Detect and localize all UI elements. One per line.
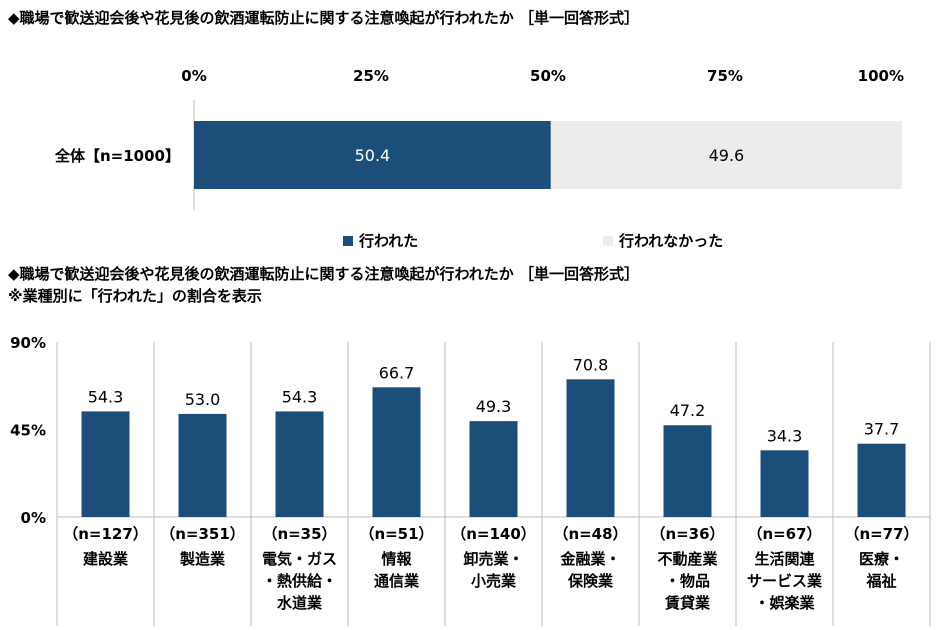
legend-label-done: 行われた xyxy=(359,232,419,250)
category-label: 小売業 xyxy=(471,572,517,590)
x-tick-label: 25% xyxy=(353,67,389,85)
bar xyxy=(566,379,615,517)
n-label: （n=127） xyxy=(63,525,148,543)
legend-item-done: 行われた xyxy=(343,230,418,251)
n-label: （n=67） xyxy=(747,525,821,543)
n-label: （n=48） xyxy=(553,525,627,543)
bar-data-label: 54.3 xyxy=(88,387,124,406)
bar xyxy=(663,425,712,517)
bar-data-label: 49.6 xyxy=(709,146,745,165)
bar xyxy=(857,443,906,517)
y-tick-label: 45% xyxy=(10,422,46,440)
x-tick-label: 75% xyxy=(707,67,743,85)
bar-data-label: 66.7 xyxy=(379,363,415,382)
category-label: 全体【n=1000】 xyxy=(54,147,180,165)
category-label: 医療・ xyxy=(859,550,904,568)
bar xyxy=(81,411,130,517)
category-label: ・物品 xyxy=(665,572,710,590)
x-tick-label: 50% xyxy=(530,67,566,85)
bar xyxy=(275,411,324,517)
category-label: 卸売業・ xyxy=(463,550,523,568)
n-label: （n=77） xyxy=(844,525,918,543)
bar-data-label: 47.2 xyxy=(670,401,706,420)
y-tick-label: 0% xyxy=(21,509,46,527)
bar-data-label: 53.0 xyxy=(185,390,221,409)
bar xyxy=(372,387,421,517)
legend-label-not-done: 行われなかった xyxy=(619,232,724,250)
bar-data-label: 34.3 xyxy=(767,426,803,445)
category-label: 製造業 xyxy=(179,550,226,568)
overall-stacked-bar-chart: 0% 25% 50% 75% 100% 50.4 49.6 全体【n=1000】 xyxy=(54,67,904,210)
n-label: （n=35） xyxy=(262,525,336,543)
category-label: 保険業 xyxy=(567,572,614,590)
category-label: 不動産業 xyxy=(657,550,718,568)
top-chart-title: ◆職場で歓送迎会後や花見後の飲酒運転防止に関する注意喚起が行われたか ［単一回答… xyxy=(8,9,640,27)
category-label: 水道業 xyxy=(277,594,323,612)
category-label: 金融業・ xyxy=(559,550,620,568)
category-label: 福祉 xyxy=(865,572,896,590)
n-label: （n=36） xyxy=(650,525,724,543)
bar xyxy=(469,421,518,517)
x-tick-label: 0% xyxy=(181,67,206,85)
category-label: 通信業 xyxy=(374,572,420,590)
bottom-chart-subtitle: ※業種別に「行われた」の割合を表示 xyxy=(8,287,262,305)
category-label: 電気・ガス xyxy=(262,550,337,568)
y-tick-label: 90% xyxy=(10,334,46,352)
legend-item-not-done: 行われなかった xyxy=(603,230,723,251)
n-label: （n=140） xyxy=(451,525,536,543)
bar-segment-done xyxy=(194,121,551,189)
bar xyxy=(760,450,809,517)
bar-data-label: 37.7 xyxy=(864,420,900,439)
bar-data-label: 49.3 xyxy=(476,397,512,416)
n-label: （n=351） xyxy=(160,525,245,543)
bar-segment-not-done xyxy=(550,121,902,189)
industry-bar-chart: 0% 45% 90% 54.3 （n=127） 建設業 53.0 （n=351） 製造業 54.3… xyxy=(10,334,931,626)
category-label: ・熱供給・ xyxy=(262,572,337,590)
category-label: 建設業 xyxy=(83,550,129,568)
n-label: （n=51） xyxy=(359,525,433,543)
bar-data-label: 70.8 xyxy=(573,355,609,374)
legend-swatch-done xyxy=(343,235,353,246)
x-tick-label: 100% xyxy=(858,67,904,85)
bottom-chart-title: ◆職場で歓送迎会後や花見後の飲酒運転防止に関する注意喚起が行われたか ［単一回答… xyxy=(8,265,640,283)
bar-data-label: 50.4 xyxy=(355,146,391,165)
category-label: 情報 xyxy=(381,550,412,568)
category-label: 生活関連 xyxy=(754,550,815,568)
category-label: サービス業 xyxy=(747,572,823,590)
legend-swatch-not-done xyxy=(603,235,613,246)
bar xyxy=(178,413,227,517)
category-label: ・娯楽業 xyxy=(754,594,815,612)
category-label: 賃貸業 xyxy=(664,594,711,612)
bar-data-label: 54.3 xyxy=(282,387,318,406)
